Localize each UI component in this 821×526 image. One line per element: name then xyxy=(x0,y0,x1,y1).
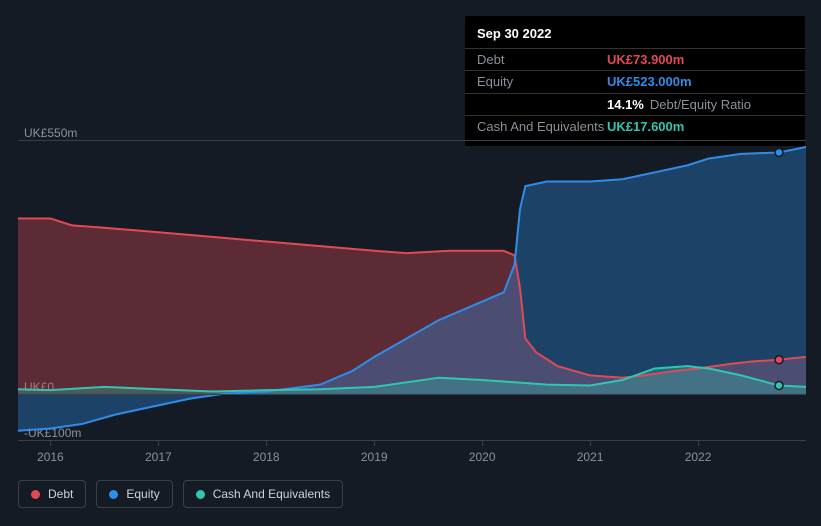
legend-item-debt[interactable]: Debt xyxy=(18,480,86,508)
marker-equity xyxy=(775,148,783,156)
x-tick-label: 2018 xyxy=(253,450,280,464)
x-tick xyxy=(698,440,699,446)
x-tick-label: 2021 xyxy=(577,450,604,464)
legend-label-equity: Equity xyxy=(126,487,159,501)
marker-cash xyxy=(775,382,783,390)
x-tick-label: 2020 xyxy=(469,450,496,464)
marker-debt xyxy=(775,356,783,364)
legend-label-cash: Cash And Equivalents xyxy=(213,487,330,501)
x-tick xyxy=(374,440,375,446)
chart-container: Sep 30 2022 Debt UK£73.900m Equity UK£52… xyxy=(0,0,821,526)
x-tick-label: 2022 xyxy=(685,450,712,464)
legend: Debt Equity Cash And Equivalents xyxy=(18,480,343,508)
gridline xyxy=(18,140,806,141)
x-tick-label: 2017 xyxy=(145,450,172,464)
plot-area xyxy=(0,0,821,526)
legend-item-equity[interactable]: Equity xyxy=(96,480,172,508)
x-tick xyxy=(482,440,483,446)
x-tick xyxy=(50,440,51,446)
gridline xyxy=(18,440,806,441)
legend-dot-cash xyxy=(196,490,205,499)
x-tick-label: 2016 xyxy=(37,450,64,464)
legend-dot-debt xyxy=(31,490,40,499)
legend-item-cash[interactable]: Cash And Equivalents xyxy=(183,480,343,508)
x-tick xyxy=(158,440,159,446)
x-tick-label: 2019 xyxy=(361,450,388,464)
x-tick xyxy=(590,440,591,446)
x-tick xyxy=(266,440,267,446)
gridline xyxy=(18,394,806,395)
legend-dot-equity xyxy=(109,490,118,499)
legend-label-debt: Debt xyxy=(48,487,73,501)
